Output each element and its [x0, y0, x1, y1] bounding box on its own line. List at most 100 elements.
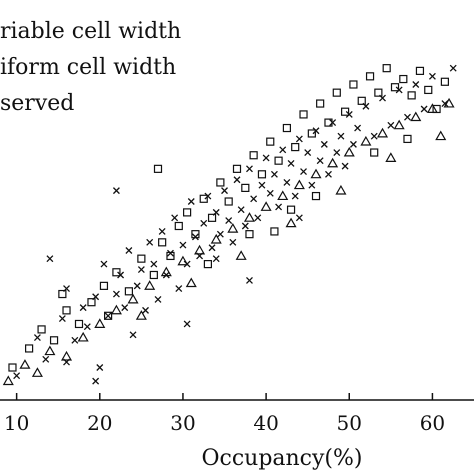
square-marker-point [153, 164, 163, 173]
legend-item-variable: riable cell width [0, 19, 181, 44]
square-marker-point [374, 88, 383, 97]
x-marker-point [337, 132, 345, 140]
x-marker-point [283, 178, 291, 186]
triangle-marker-point [177, 255, 189, 266]
x-marker-point [204, 192, 212, 200]
x-marker-point [241, 222, 249, 230]
x-marker-point [167, 249, 174, 257]
x-marker-point [354, 124, 362, 132]
triangle-marker-point [94, 318, 106, 328]
x-marker-point [320, 140, 328, 148]
square-marker-point [216, 178, 225, 187]
square-marker-point [403, 134, 412, 144]
x-marker-point [279, 146, 287, 154]
triangle-marker-point [185, 277, 197, 288]
square-marker-point [112, 268, 121, 277]
square-marker-point [191, 230, 200, 239]
x-marker-point [125, 247, 133, 254]
square-marker-point [241, 183, 250, 193]
square-marker-point [174, 221, 183, 231]
x-marker-point [171, 214, 179, 222]
triangle-marker-point [360, 135, 372, 146]
x-marker-point [304, 149, 312, 156]
triangle-marker-point [293, 179, 305, 190]
triangle-marker-point [44, 345, 56, 356]
x-marker-point [112, 187, 120, 195]
x-marker-point [121, 304, 129, 312]
x-marker-point [325, 170, 332, 178]
x-marker-point [295, 214, 303, 222]
x-marker-point [300, 168, 307, 176]
square-marker-point [8, 363, 17, 372]
x-tick-label: 60 [420, 411, 445, 435]
x-marker-point [179, 241, 187, 249]
triangle-marker-point [335, 184, 347, 195]
x-marker-point [287, 159, 295, 167]
x-marker-point [395, 86, 403, 94]
x-marker-point [233, 176, 241, 184]
x-marker-point [42, 355, 50, 363]
square-marker-point [25, 344, 34, 353]
x-marker-point [150, 260, 158, 268]
plot-area [2, 64, 457, 386]
x-marker-point [142, 306, 149, 314]
x-marker-point [262, 154, 270, 162]
square-marker-point [87, 298, 96, 307]
triangle-marker-point [310, 168, 322, 179]
square-marker-point [270, 227, 279, 236]
triangle-marker-point [285, 217, 297, 228]
square-marker-point [104, 311, 113, 320]
x-marker-point [154, 296, 162, 303]
x-marker-point [329, 119, 337, 127]
x-marker-point [212, 255, 220, 263]
square-marker-point [124, 287, 133, 296]
triangle-marker-point [127, 293, 139, 304]
x-tick-label: 50 [337, 411, 362, 435]
square-marker-point [158, 238, 167, 247]
triangle-marker-point [135, 310, 147, 320]
x-marker-point [79, 304, 87, 312]
x-marker-point [137, 266, 145, 274]
x-marker-point [246, 165, 253, 173]
x-marker-point [175, 285, 183, 293]
x-marker-point [275, 203, 283, 211]
x-marker-point [312, 127, 320, 135]
x-marker-point [187, 198, 195, 205]
x-marker-point [270, 170, 278, 178]
triangle-marker-point [410, 111, 422, 122]
triangle-marker-point [144, 280, 156, 290]
triangle-marker-point [260, 201, 272, 211]
square-marker-point [407, 91, 416, 100]
triangle-marker-point [435, 130, 447, 141]
square-marker-point [370, 148, 379, 157]
triangle-marker-point [31, 367, 43, 377]
triangle-marker-point [385, 152, 397, 162]
x-marker-point [237, 206, 245, 214]
triangle-marker-point [443, 97, 455, 108]
x-marker-point [345, 110, 353, 118]
square-marker-point [266, 137, 275, 146]
triangle-marker-point [277, 190, 289, 201]
x-marker-point [83, 323, 91, 331]
square-marker-point [282, 123, 291, 133]
square-marker-point [224, 197, 233, 206]
square-marker-point [207, 213, 217, 222]
triangle-marker-point [243, 212, 256, 222]
triangle-marker-point [160, 266, 172, 277]
x-axis-title: Occupancy(%) [201, 446, 362, 471]
square-marker-point [390, 83, 400, 92]
square-marker-point [299, 110, 308, 119]
square-marker-point [291, 142, 300, 152]
square-marker-point [137, 254, 146, 263]
x-marker-point [229, 238, 237, 246]
triangle-marker-point [426, 103, 438, 113]
x-marker-point [200, 219, 208, 227]
triangle-marker-point [19, 359, 31, 369]
x-tick-label: 40 [253, 411, 278, 435]
triangle-marker-point [210, 233, 222, 244]
square-marker-point [249, 151, 258, 160]
square-marker-point [49, 336, 59, 345]
x-marker-point [266, 189, 274, 197]
x-marker-point [13, 372, 21, 380]
